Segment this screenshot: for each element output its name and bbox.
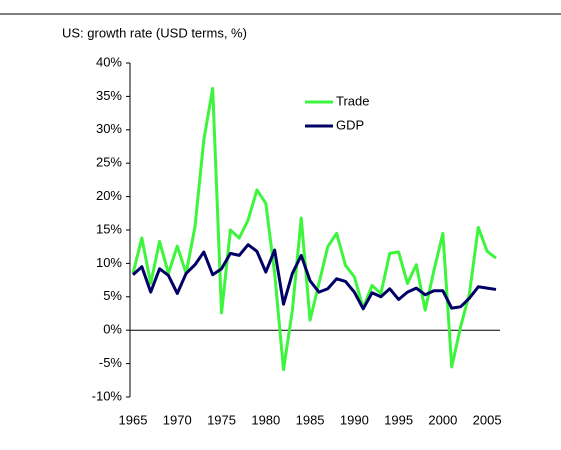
y-tick-label: 0%	[103, 322, 122, 337]
x-tick-label: 2000	[428, 412, 457, 427]
y-tick-label: 30%	[96, 121, 122, 136]
series-line	[131, 86, 497, 372]
x-tick-label: 1970	[163, 412, 192, 427]
y-tick-label: 10%	[96, 255, 122, 270]
x-tick-label: 1975	[207, 412, 236, 427]
y-tick-label: -5%	[99, 355, 123, 370]
series-line	[131, 243, 497, 311]
x-tick-label: 1965	[119, 412, 148, 427]
x-tick-label: 1980	[251, 412, 280, 427]
y-tick-label: 25%	[96, 155, 122, 170]
legend-label: Trade	[336, 93, 369, 108]
y-tick-label: 20%	[96, 188, 122, 203]
y-tick-label: 35%	[96, 88, 122, 103]
y-tick-label: -10%	[92, 388, 123, 403]
chart-title: US: growth rate (USD terms, %)	[62, 25, 247, 40]
legend-label: GDP	[336, 117, 364, 132]
x-tick-label: 1990	[340, 412, 369, 427]
x-tick-label: 2005	[473, 412, 502, 427]
y-tick-label: 5%	[103, 288, 122, 303]
x-tick-label: 1985	[296, 412, 325, 427]
x-tick-label: 1995	[384, 412, 413, 427]
y-tick-label: 15%	[96, 221, 122, 236]
y-tick-label: 40%	[96, 54, 122, 69]
